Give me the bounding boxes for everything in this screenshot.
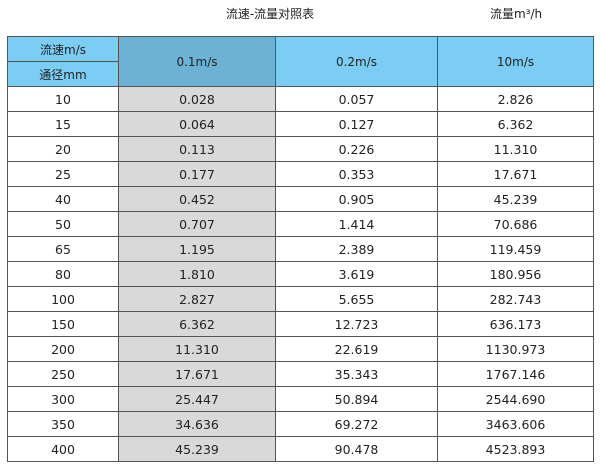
flow-cell: 22.619 [275, 336, 438, 362]
flow-cell: 17.671 [437, 161, 594, 187]
table-row: 100 2.827 5.655 282.743 [7, 286, 594, 312]
flow-cell: 2544.690 [437, 386, 594, 412]
flow-cell: 90.478 [275, 436, 438, 462]
flow-cell: 1130.973 [437, 336, 594, 362]
flow-cell: 0.905 [275, 186, 438, 212]
table-row: 150 6.362 12.723 636.173 [7, 311, 594, 337]
table-row: 15 0.064 0.127 6.362 [7, 111, 594, 137]
diameter-cell: 200 [7, 336, 119, 362]
flow-cell: 1.195 [118, 236, 276, 262]
table-row: 300 25.447 50.894 2544.690 [7, 386, 594, 412]
flow-cell: 6.362 [437, 111, 594, 137]
flow-cell: 6.362 [118, 311, 276, 337]
flow-cell: 45.239 [437, 186, 594, 212]
flow-cell: 35.343 [275, 361, 438, 387]
diameter-cell: 150 [7, 311, 119, 337]
table-row: 25 0.177 0.353 17.671 [7, 161, 594, 187]
flow-cell: 4523.893 [437, 436, 594, 462]
flow-cell: 119.459 [437, 236, 594, 262]
table-row: 80 1.810 3.619 180.956 [7, 261, 594, 287]
table-row: 65 1.195 2.389 119.459 [7, 236, 594, 262]
table-row: 250 17.671 35.343 1767.146 [7, 361, 594, 387]
flow-cell: 3463.606 [437, 411, 594, 437]
diameter-cell: 100 [7, 286, 119, 312]
flow-cell: 45.239 [118, 436, 276, 462]
flow-table: 流速m/s 0.1m/s 0.2m/s 10m/s 通径mm 10 0.028 0.… [7, 36, 594, 462]
flow-cell: 2.827 [118, 286, 276, 312]
diameter-cell: 20 [7, 136, 119, 162]
flow-cell: 1.414 [275, 211, 438, 237]
flow-cell: 12.723 [275, 311, 438, 337]
flow-cell: 11.310 [437, 136, 594, 162]
velocity-header: 流速m/s [7, 36, 119, 62]
flow-cell: 50.894 [275, 386, 438, 412]
table-row: 200 11.310 22.619 1130.973 [7, 336, 594, 362]
table-row: 50 0.707 1.414 70.686 [7, 211, 594, 237]
flow-cell: 5.655 [275, 286, 438, 312]
flow-cell: 0.113 [118, 136, 276, 162]
table-row: 400 45.239 90.478 4523.893 [7, 436, 594, 462]
diameter-cell: 350 [7, 411, 119, 437]
diameter-cell: 300 [7, 386, 119, 412]
flow-cell: 2.826 [437, 86, 594, 112]
unit-label: 流量m³/h [490, 7, 543, 21]
diameter-cell: 25 [7, 161, 119, 187]
table-row: 20 0.113 0.226 11.310 [7, 136, 594, 162]
flow-cell: 25.447 [118, 386, 276, 412]
column-header: 10m/s [437, 36, 594, 87]
diameter-cell: 65 [7, 236, 119, 262]
diameter-cell: 15 [7, 111, 119, 137]
column-header: 0.1m/s [118, 36, 276, 87]
flow-cell: 11.310 [118, 336, 276, 362]
column-header: 0.2m/s [275, 36, 438, 87]
flow-cell: 2.389 [275, 236, 438, 262]
flow-cell: 0.064 [118, 111, 276, 137]
table-row: 350 34.636 69.272 3463.606 [7, 411, 594, 437]
diameter-header: 通径mm [7, 61, 119, 87]
flow-cell: 0.057 [275, 86, 438, 112]
diameter-cell: 250 [7, 361, 119, 387]
flow-cell: 0.452 [118, 186, 276, 212]
flow-cell: 180.956 [437, 261, 594, 287]
flow-cell: 0.353 [275, 161, 438, 187]
flow-cell: 1767.146 [437, 361, 594, 387]
flow-cell: 0.177 [118, 161, 276, 187]
flow-cell: 1.810 [118, 261, 276, 287]
diameter-cell: 50 [7, 211, 119, 237]
diameter-cell: 40 [7, 186, 119, 212]
diameter-cell: 10 [7, 86, 119, 112]
flow-cell: 70.686 [437, 211, 594, 237]
flow-cell: 636.173 [437, 311, 594, 337]
table-title: 流速-流量对照表 [225, 7, 315, 21]
flow-cell: 0.226 [275, 136, 438, 162]
flow-cell: 69.272 [275, 411, 438, 437]
flow-cell: 17.671 [118, 361, 276, 387]
flow-cell: 0.028 [118, 86, 276, 112]
diameter-cell: 400 [7, 436, 119, 462]
diameter-cell: 80 [7, 261, 119, 287]
flow-cell: 282.743 [437, 286, 594, 312]
table-row: 10 0.028 0.057 2.826 [7, 86, 594, 112]
flow-cell: 0.707 [118, 211, 276, 237]
flow-cell: 3.619 [275, 261, 438, 287]
table-row: 40 0.452 0.905 45.239 [7, 186, 594, 212]
flow-cell: 0.127 [275, 111, 438, 137]
flow-cell: 34.636 [118, 411, 276, 437]
